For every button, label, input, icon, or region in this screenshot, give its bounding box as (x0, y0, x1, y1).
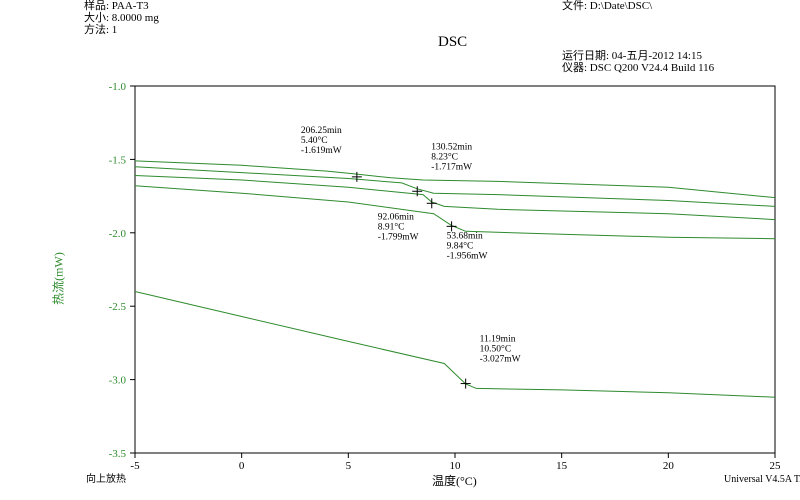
x-tick-label: 15 (556, 460, 568, 472)
annotation-label: 5.40°C (301, 135, 328, 146)
software-version: Universal V4.5A TA (724, 474, 800, 485)
annotation-label: 130.52min (431, 142, 472, 152)
annotation-label: -1.717mW (431, 162, 472, 172)
chart-title: DSC (438, 34, 468, 50)
annotation-label: 10.50°C (480, 344, 512, 355)
series-line-1 (134, 160, 776, 199)
annotation-label: 8.23°C (431, 151, 458, 162)
x-tick-label: 25 (770, 460, 782, 472)
x-tick-label: 10 (450, 460, 462, 472)
annotation-label: -3.027mW (480, 355, 521, 365)
plot-frame (134, 85, 776, 454)
annotation-label: -1.619mW (301, 146, 342, 156)
annotation-label: 206.25min (301, 126, 342, 136)
x-tick-label: 0 (239, 460, 245, 472)
file-label: 文件: D:\Date\DSC\ (562, 0, 653, 12)
annotation-label: 53.68min (447, 231, 483, 241)
y-tick-label: -1.5 (109, 154, 127, 166)
method-label: 方法: 1 (84, 24, 118, 36)
y-tick-label: -3.5 (109, 448, 127, 460)
annotation-label: 92.06min (378, 212, 414, 222)
run-date-label: 运行日期: 04-五月-2012 14:15 (562, 50, 702, 62)
instrument-label: 仪器: DSC Q200 V24.4 Build 116 (562, 62, 715, 74)
x-tick-label: 5 (346, 460, 352, 472)
x-axis-label: 温度(°C) (432, 474, 477, 488)
annotation-label: 8.91°C (378, 221, 405, 232)
annotation-label: 9.84°C (447, 240, 474, 251)
annotation-label: 11.19min (480, 335, 516, 345)
exotherm-up-note: 向上放热 (86, 474, 126, 485)
y-tick-label: -2.0 (109, 228, 127, 240)
sample-label: 样品: PAA-T3 (84, 0, 149, 12)
x-tick-label: -5 (130, 460, 140, 472)
y-tick-label: -1.0 (109, 81, 127, 93)
y-tick-label: -3.0 (109, 375, 127, 387)
size-label: 大小: 8.0000 mg (84, 12, 159, 24)
x-tick-label: 20 (663, 460, 675, 472)
series-line-5 (134, 291, 776, 398)
series-line-2 (134, 166, 776, 207)
annotation-label: -1.956mW (447, 251, 488, 261)
y-tick-label: -2.5 (109, 301, 127, 313)
series-line-3 (134, 175, 776, 221)
annotation-label: -1.799mW (378, 232, 419, 242)
